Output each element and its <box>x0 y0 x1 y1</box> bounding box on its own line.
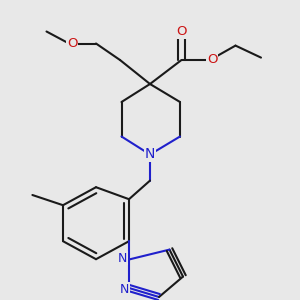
Text: N: N <box>145 148 155 161</box>
Text: N: N <box>120 283 129 296</box>
Text: N: N <box>118 251 127 265</box>
Text: O: O <box>67 37 77 50</box>
Text: O: O <box>207 52 217 66</box>
Text: O: O <box>176 25 187 38</box>
